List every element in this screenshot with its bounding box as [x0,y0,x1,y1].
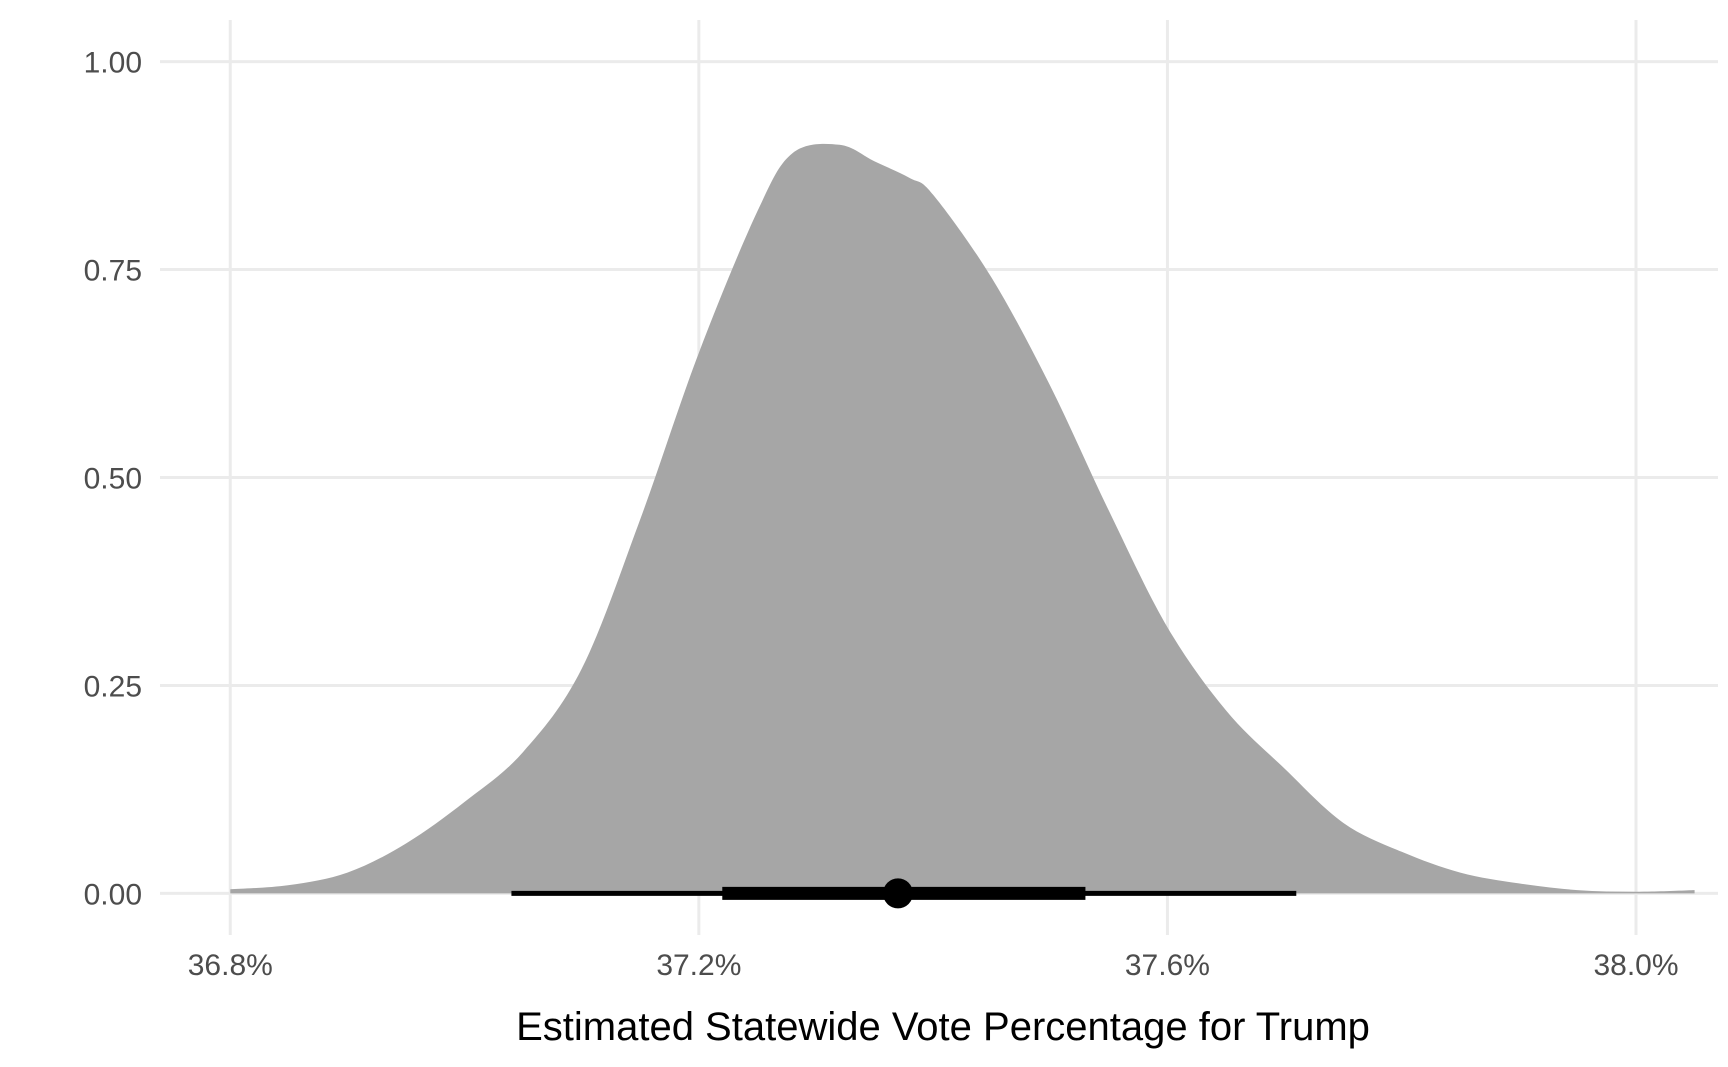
y-tick-labels: 0.00 0.25 0.50 0.75 1.00 [84,47,142,912]
density-area [230,143,1695,894]
y-tick-label: 1.00 [84,47,142,80]
x-tick-label: 37.6% [1125,949,1210,982]
y-tick-label: 0.00 [84,878,142,911]
x-tick-labels: 36.8% 37.2% 37.6% 38.0% [188,949,1679,982]
area-layer [230,143,1695,894]
y-tick-label: 0.50 [84,463,142,496]
interval-layer [511,878,1297,909]
x-tick-label: 38.0% [1593,949,1678,982]
interval-point [883,878,913,909]
x-axis-title: Estimated Statewide Vote Percentage for … [516,1005,1370,1049]
y-tick-label: 0.75 [84,255,142,288]
x-tick-label: 37.2% [656,949,741,982]
x-tick-label: 36.8% [188,949,273,982]
y-tick-label: 0.25 [84,670,142,703]
